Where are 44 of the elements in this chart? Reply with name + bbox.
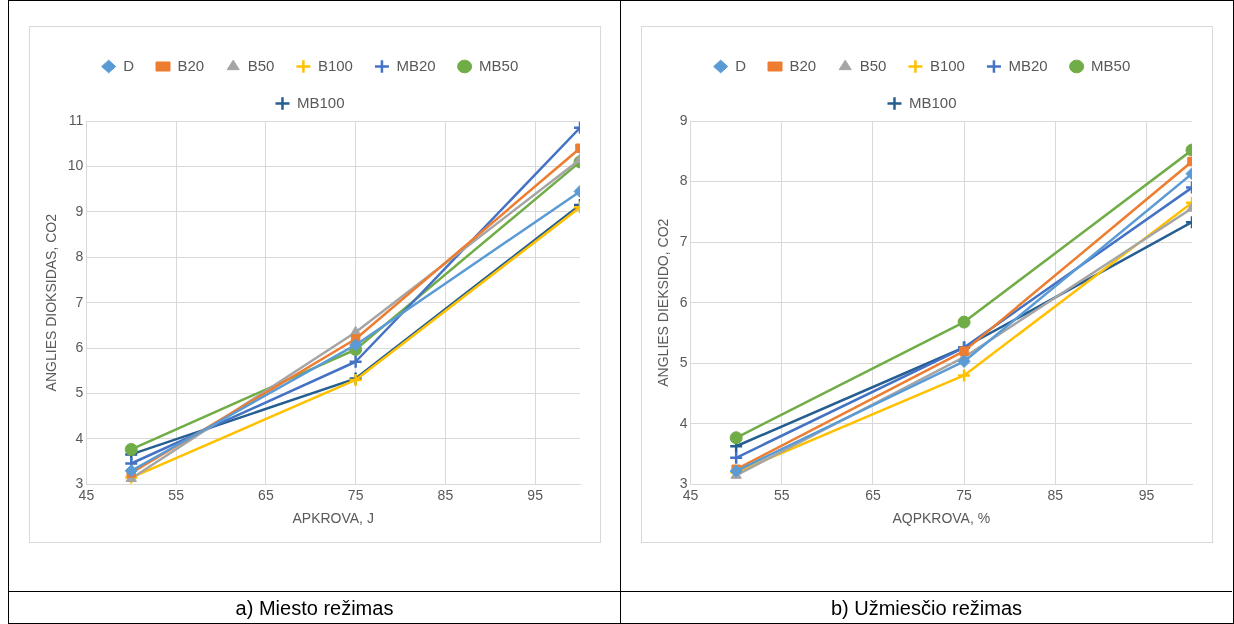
x-tick-label: 95 bbox=[527, 486, 544, 503]
x-tick-label: 95 bbox=[1138, 486, 1155, 503]
y-axis-title: ANGLIES DIEKSIDO, CO2 bbox=[655, 218, 672, 387]
x-tick-label: 55 bbox=[773, 486, 790, 503]
y-tick-label: 9 bbox=[679, 111, 688, 128]
y-axis-title: ANGLIES DIOKSIDAS, CO2 bbox=[43, 213, 60, 392]
legend-label: B100 bbox=[929, 56, 965, 74]
y-tick-label: 6 bbox=[679, 293, 688, 310]
x-tick-label: 85 bbox=[1047, 486, 1064, 503]
legend-label: D bbox=[735, 56, 747, 74]
y-tick-label: 5 bbox=[679, 354, 688, 371]
x-tick-label: 65 bbox=[258, 486, 274, 503]
x-axis-title: AQPKROVA, % bbox=[892, 510, 991, 527]
legend-label: B20 bbox=[789, 56, 817, 74]
y-tick-label: 11 bbox=[68, 111, 84, 128]
y-tick-label: 4 bbox=[679, 414, 688, 431]
y-tick-label: 4 bbox=[75, 429, 84, 446]
x-tick-label: 75 bbox=[347, 486, 364, 503]
text: a) Miesto režimas bbox=[9, 591, 620, 624]
x-tick-label: 75 bbox=[956, 486, 973, 503]
y-tick-label: 10 bbox=[67, 157, 84, 174]
legend-label: MB100 bbox=[296, 93, 345, 111]
y-tick-label: 8 bbox=[679, 172, 688, 189]
x-tick-label: 85 bbox=[437, 486, 454, 503]
y-tick-label: 9 bbox=[75, 202, 84, 219]
x-tick-label: 55 bbox=[168, 486, 185, 503]
y-tick-label: 8 bbox=[75, 248, 84, 265]
y-tick-label: 7 bbox=[679, 232, 688, 249]
legend-label: MB50 bbox=[479, 56, 519, 74]
y-tick-label: 6 bbox=[75, 338, 84, 355]
legend-label: B50 bbox=[247, 56, 275, 74]
legend-label: MB50 bbox=[1091, 56, 1131, 74]
y-tick-label: 5 bbox=[75, 384, 84, 401]
legend-label: B50 bbox=[859, 56, 887, 74]
legend-label: B20 bbox=[177, 56, 205, 74]
legend-label: MB20 bbox=[1008, 56, 1048, 74]
y-tick-label: 7 bbox=[75, 293, 84, 310]
text: b) Užmiesčio režimas bbox=[621, 591, 1232, 624]
legend-label: MB100 bbox=[908, 93, 957, 111]
x-tick-label: 65 bbox=[865, 486, 881, 503]
legend-label: MB20 bbox=[396, 56, 436, 74]
legend-label: B100 bbox=[317, 56, 353, 74]
x-axis-title: APKROVA, J bbox=[292, 510, 374, 527]
legend-label: D bbox=[123, 56, 135, 74]
